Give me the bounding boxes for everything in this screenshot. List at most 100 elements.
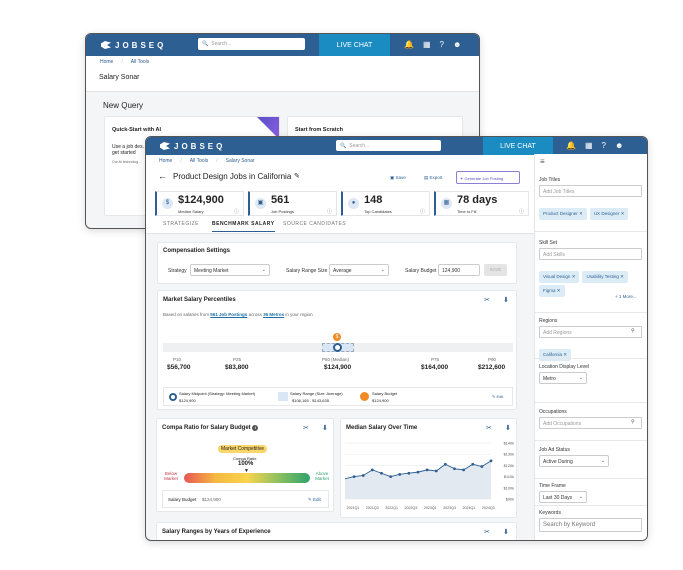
location-level-filter: Location Display Level Metro ⌄: [535, 358, 647, 402]
info-icon[interactable]: i: [252, 425, 259, 431]
occupation-search-icon[interactable]: ⚲: [631, 419, 635, 425]
metros-link[interactable]: 36 Metros: [263, 312, 285, 317]
chip-ux-designer[interactable]: UX Designer ✕: [589, 208, 629, 220]
bell-icon[interactable]: 🔔: [566, 141, 576, 150]
data-point[interactable]: [398, 472, 402, 476]
page-title: Product Design Jobs in California: [173, 172, 292, 181]
strategy-select[interactable]: Meeting Market ⌄: [190, 264, 270, 276]
generate-job-posting-button[interactable]: ✦ Generate Job Posting: [456, 171, 520, 184]
breadcrumb-home[interactable]: Home: [100, 59, 114, 65]
calendar-icon[interactable]: ▦: [422, 40, 431, 49]
breadcrumb-all-tools[interactable]: All Tools: [130, 59, 150, 65]
skills-input[interactable]: Add Skills: [539, 248, 642, 260]
quick-start-title: Quick-Start with AI: [112, 127, 161, 133]
data-point[interactable]: [416, 470, 420, 474]
data-point[interactable]: [389, 475, 393, 478]
tab-strategize[interactable]: STRATEGIZE: [163, 221, 200, 227]
menu-icon[interactable]: ≡: [540, 157, 545, 166]
job-ad-status-select[interactable]: Active During ⌄: [539, 455, 609, 467]
back-window: JOBSEQ 🔍 Search... LIVE CHAT 🔔 ▦? ☻ Home / Al…: [85, 33, 480, 229]
live-chat-button[interactable]: LIVE CHAT: [483, 137, 553, 155]
data-point[interactable]: [443, 462, 447, 466]
edit-title-icon[interactable]: ✎: [294, 173, 300, 180]
scissors-icon[interactable]: ✂: [303, 425, 309, 432]
scissors-icon[interactable]: ✂: [486, 425, 492, 432]
breadcrumb-all-tools[interactable]: All Tools: [189, 158, 209, 164]
occupations-input[interactable]: Add Occupations: [539, 417, 642, 429]
budget-icon: [360, 392, 369, 401]
data-point[interactable]: [407, 471, 411, 475]
filter-sidebar: ≡ Job Titles Add Job Titles Product Desi…: [534, 154, 647, 540]
bell-icon[interactable]: 🔔: [404, 40, 414, 49]
data-point[interactable]: [489, 459, 493, 463]
data-point[interactable]: [471, 462, 475, 466]
info-icon[interactable]: ⓘ: [518, 209, 524, 215]
data-point[interactable]: [480, 465, 484, 468]
help-icon[interactable]: ?: [601, 141, 606, 150]
scissors-icon[interactable]: ✂: [484, 529, 490, 536]
chevron-down-icon: ⌄: [261, 267, 266, 273]
info-icon[interactable]: ⓘ: [419, 209, 425, 215]
chip-product-designer[interactable]: Product Designer ✕: [539, 208, 587, 220]
search-input[interactable]: 🔍 Search...: [198, 38, 305, 50]
below-market-label: Below Market: [164, 471, 178, 481]
user-icon[interactable]: ☻: [614, 141, 624, 150]
y-tick-label: $100k: [504, 486, 514, 490]
data-point[interactable]: [453, 467, 456, 471]
logo[interactable]: JOBSEQ: [160, 142, 225, 151]
download-icon[interactable]: ⬇: [503, 529, 509, 536]
salary-ranges-experience-card: Salary Ranges by Years of Experience ✂ ⬇: [156, 522, 517, 540]
chip-figma[interactable]: Figma ✕: [539, 285, 565, 297]
back-arrow-icon[interactable]: ←: [158, 171, 167, 181]
user-icon[interactable]: ☻: [452, 40, 462, 49]
time-frame-select[interactable]: Last 30 Days ⌄: [539, 491, 587, 503]
breadcrumb-salary-sonar[interactable]: Salary Sonar: [225, 158, 255, 164]
section-title: New Query: [103, 101, 144, 110]
data-point[interactable]: [380, 471, 383, 475]
download-icon[interactable]: ⬇: [505, 425, 511, 432]
scissors-icon[interactable]: ✂: [484, 297, 490, 304]
download-icon[interactable]: ⬇: [503, 297, 509, 304]
data-point[interactable]: [361, 474, 365, 477]
map-search-icon[interactable]: ⚲: [631, 328, 635, 334]
y-tick-label: $130k: [504, 453, 514, 457]
job-postings-link[interactable]: 561 Job Postings: [210, 312, 248, 317]
calendar-icon[interactable]: ▦: [584, 141, 593, 150]
help-icon[interactable]: ?: [439, 40, 444, 49]
job-titles-input[interactable]: Add Job Titles: [539, 185, 642, 197]
more-skills-link[interactable]: + 1 More...: [615, 294, 637, 299]
breadcrumb-home[interactable]: Home: [159, 158, 173, 164]
data-point[interactable]: [352, 475, 356, 478]
midpoint-marker: [333, 343, 342, 352]
section-title: Salary Ranges by Years of Experience: [162, 529, 271, 535]
top-bar: JOBSEQ 🔍 Search... LIVE CHAT 🔔 ▦? ☻: [146, 137, 647, 155]
y-tick-label: $120k: [504, 464, 514, 468]
salary-budget-input[interactable]: 124,900: [438, 264, 480, 276]
data-point[interactable]: [462, 468, 466, 472]
live-chat-button[interactable]: LIVE CHAT: [319, 34, 390, 56]
page-title: Salary Sonar: [99, 74, 140, 81]
export-button[interactable]: ▤ Export: [424, 175, 443, 180]
data-point[interactable]: [425, 468, 429, 472]
chip-visual-design[interactable]: Visual Design ✕: [539, 271, 580, 283]
download-icon[interactable]: ⬇: [322, 425, 328, 432]
tab-source-candidates[interactable]: SOURCE CANDIDATES: [283, 221, 347, 227]
job-ad-status-filter: Job Ad Status Active During ⌄: [535, 440, 647, 478]
info-icon[interactable]: ⓘ: [233, 209, 239, 215]
logo[interactable]: JOBSEQ: [101, 41, 166, 50]
edit-button[interactable]: ✎ Edit: [492, 394, 504, 399]
keywords-input[interactable]: Search by Keyword: [539, 518, 642, 532]
save-button[interactable]: ▣ Save: [390, 175, 406, 180]
calendar-icon: ▦: [441, 198, 452, 209]
chip-usability-testing[interactable]: Usability Testing ✕: [582, 271, 628, 283]
edit-button[interactable]: ✎ Edit: [308, 497, 321, 502]
data-point[interactable]: [370, 468, 374, 472]
tab-benchmark-salary[interactable]: BENCHMARK SALARY: [212, 221, 275, 232]
regions-input[interactable]: Add Regions: [539, 326, 642, 338]
search-input[interactable]: 🔍 Search...: [336, 140, 441, 151]
info-icon[interactable]: ⓘ: [326, 209, 332, 215]
data-point[interactable]: [434, 469, 438, 473]
save-budget-button[interactable]: SAVE: [484, 264, 507, 276]
location-level-select[interactable]: Metro ⌄: [539, 372, 587, 384]
range-size-select[interactable]: Average ⌄: [329, 264, 389, 276]
